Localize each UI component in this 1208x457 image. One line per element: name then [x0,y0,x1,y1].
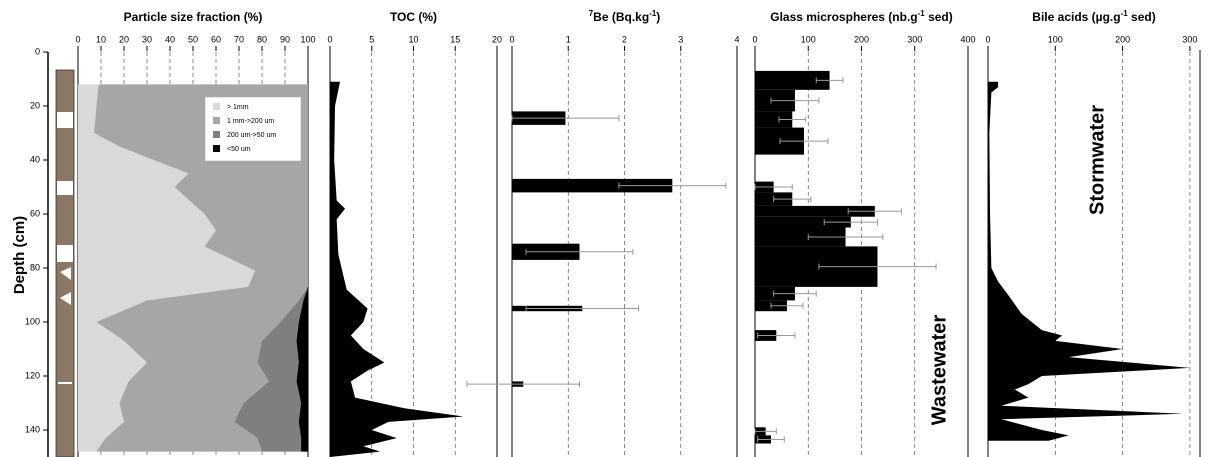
title-part: sed) [1128,10,1156,24]
data-layer [330,81,464,457]
area [988,81,1190,441]
x-tick-label: 4 [734,34,739,44]
bar [755,216,851,228]
x-tick-label: 0 [985,34,990,44]
area [330,81,464,457]
legend-label: <50 um [227,146,251,153]
legend-label: 200 um->50 um [227,132,276,139]
y-tick-label: 20 [30,100,40,110]
x-tick-label: 20 [492,34,502,44]
x-tick-label: 10 [96,34,106,44]
y-axis-label: Depth (cm) [11,216,28,294]
data-layer [988,81,1190,441]
panel-title: TOC (%) [390,10,437,24]
y-tick-label: 140 [25,424,40,434]
legend-swatch [213,145,220,152]
panel-title: Bile acids (µg.g-1 sed) [1032,9,1155,25]
title-part: -1 [918,9,926,18]
data-layer [754,70,937,444]
title-part: 7 [589,9,594,18]
x-tick-label: 40 [165,34,175,44]
x-tick-label: 3 [678,34,683,44]
x-tick-label: 0 [752,34,757,44]
x-tick-label: 400 [960,34,975,44]
x-tick-label: 300 [907,34,922,44]
bar [755,70,830,90]
y-tick-label: 40 [30,154,40,164]
title-part: ) [656,10,660,24]
lithology-column [55,69,75,457]
bar [512,178,673,193]
annotation: Wastewater [928,315,950,426]
area [78,84,256,452]
legend-swatch [213,117,220,124]
panel-title: Glass microspheres (nb.g-1 sed) [770,9,953,25]
x-tick-label: 300 [1182,34,1197,44]
x-tick-label: 60 [211,34,221,44]
title-part: sed) [925,10,953,24]
legend-swatch [213,131,220,138]
x-tick-label: 30 [142,34,152,44]
title-part: Glass microspheres (nb.g [770,10,917,24]
x-tick-label: 0 [75,34,80,44]
x-tick-label: 15 [450,34,460,44]
x-tick-label: 100 [1048,34,1063,44]
y-tick-label: 60 [30,208,40,218]
legend-box [204,96,302,162]
x-tick-label: 100 [300,34,315,44]
panel-title: Particle size fraction (%) [124,10,263,24]
x-tick-label: 1 [566,34,571,44]
annotation: Stormwater [1086,105,1108,215]
y-tick-label: 80 [30,262,40,272]
data-layer [466,111,727,388]
data-layer [78,84,308,452]
title-part: -1 [649,9,657,18]
x-tick-label: 5 [369,34,374,44]
x-tick-label: 0 [509,34,514,44]
title-part: Be (Bq.kg [593,10,649,24]
y-tick-label: 120 [25,370,40,380]
legend-label: > 1mm [227,104,249,111]
x-tick-label: 80 [257,34,267,44]
x-tick-label: 0 [327,34,332,44]
bar [755,111,793,128]
title-part: Bile acids (µg.g [1032,10,1120,24]
y-tick-label: 0 [35,46,40,56]
bar [755,205,875,217]
x-tick-label: 20 [119,34,129,44]
x-tick-label: 10 [408,34,418,44]
x-tick-label: 90 [280,34,290,44]
bar [755,227,846,247]
x-tick-label: 2 [622,34,627,44]
x-tick-label: 100 [801,34,816,44]
panel-title: 7Be (Bq.kg-1) [589,9,661,25]
x-tick-label: 70 [234,34,244,44]
legend-label: 1 mm->200 um [227,118,274,125]
area [94,84,308,452]
x-tick-label: 200 [854,34,869,44]
title-part: -1 [1121,9,1129,18]
x-tick-label: 50 [188,34,198,44]
area [296,84,308,452]
legend-swatch [213,103,220,110]
area [234,84,308,452]
x-tick-label: 200 [1115,34,1130,44]
y-tick-label: 100 [25,316,40,326]
